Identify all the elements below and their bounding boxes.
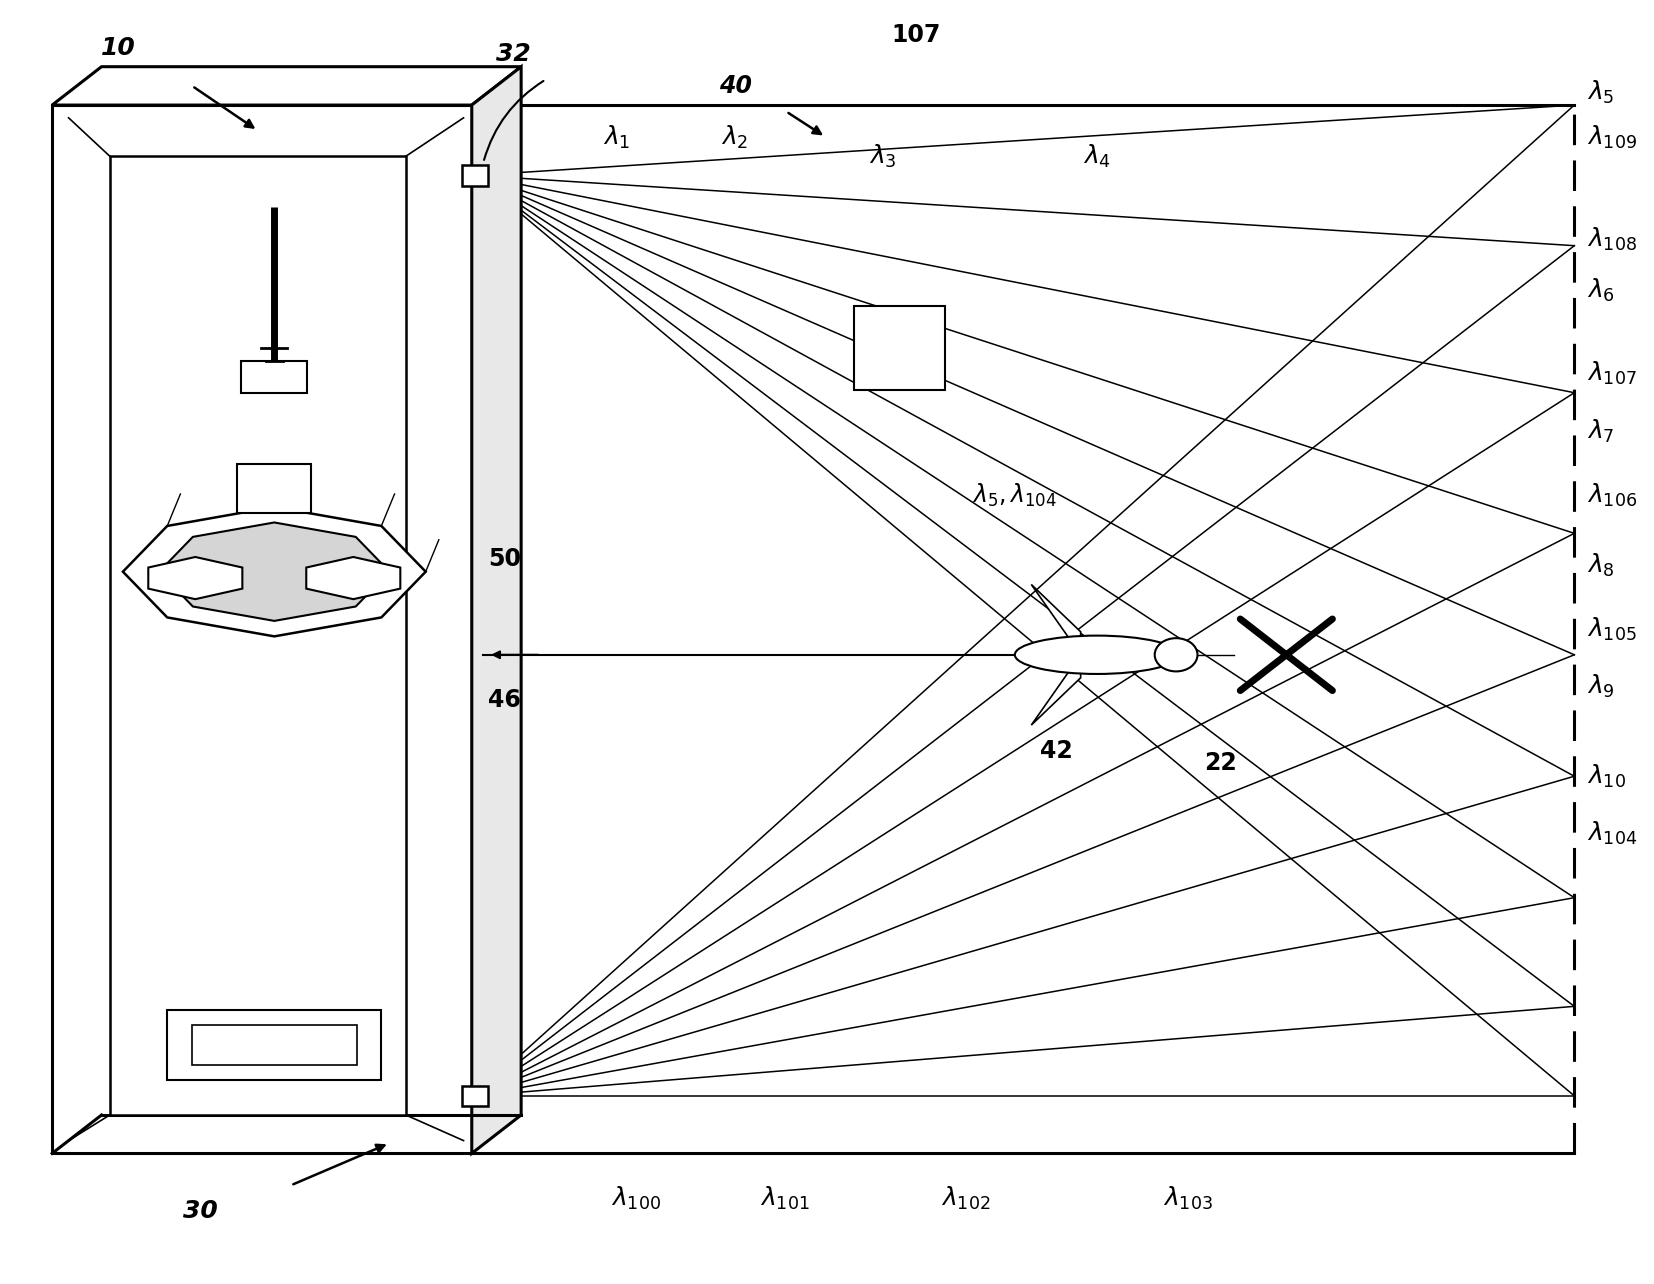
Text: $\lambda_{100}$: $\lambda_{100}$	[612, 1185, 662, 1212]
Text: $\lambda_{107}$: $\lambda_{107}$	[1588, 360, 1637, 388]
Text: $\lambda_1$: $\lambda_1$	[604, 123, 630, 150]
Text: 42: 42	[1040, 738, 1072, 763]
Text: $\lambda_{108}$: $\lambda_{108}$	[1588, 226, 1637, 253]
Text: $\lambda_5$: $\lambda_5$	[1588, 78, 1614, 105]
Bar	[461, 166, 488, 186]
Text: $\lambda_{102}$: $\lambda_{102}$	[941, 1185, 991, 1212]
Text: $\lambda_{101}$: $\lambda_{101}$	[759, 1185, 809, 1212]
Bar	[237, 465, 311, 512]
Bar	[192, 1025, 357, 1064]
Polygon shape	[306, 557, 400, 600]
Bar	[241, 361, 308, 393]
Bar	[109, 157, 405, 1115]
Text: $\lambda_8$: $\lambda_8$	[1588, 552, 1616, 579]
Bar	[53, 105, 471, 1153]
Polygon shape	[1032, 584, 1080, 655]
Text: 50: 50	[488, 547, 521, 571]
Text: $\lambda_5, \lambda_{104}$: $\lambda_5, \lambda_{104}$	[973, 482, 1057, 508]
Text: $\lambda_{109}$: $\lambda_{109}$	[1588, 123, 1637, 150]
Text: $\lambda_2$: $\lambda_2$	[721, 123, 749, 150]
Text: $\lambda_{10}$: $\lambda_{10}$	[1588, 763, 1626, 790]
Polygon shape	[471, 67, 521, 1153]
Bar	[855, 307, 944, 389]
Text: $\lambda_4$: $\lambda_4$	[1083, 143, 1111, 169]
Text: 22: 22	[1204, 751, 1237, 776]
Text: $\lambda_{103}$: $\lambda_{103}$	[1163, 1185, 1212, 1212]
Text: $\lambda_{105}$: $\lambda_{105}$	[1588, 615, 1637, 643]
Circle shape	[1154, 638, 1197, 672]
Text: $\lambda_{106}$: $\lambda_{106}$	[1588, 482, 1637, 508]
Bar	[461, 1085, 488, 1106]
Polygon shape	[122, 507, 425, 637]
Text: $\lambda_{104}$: $\lambda_{104}$	[1588, 820, 1637, 847]
Polygon shape	[1032, 655, 1080, 725]
Text: 30: 30	[184, 1199, 218, 1222]
Text: $\lambda_6$: $\lambda_6$	[1588, 277, 1616, 304]
Text: 10: 10	[101, 36, 136, 59]
Polygon shape	[149, 557, 243, 600]
Bar	[167, 1009, 382, 1080]
Text: 32: 32	[496, 42, 531, 65]
Polygon shape	[159, 523, 389, 621]
Text: $\lambda_9$: $\lambda_9$	[1588, 673, 1616, 700]
Ellipse shape	[1016, 636, 1179, 674]
Text: $\lambda_7$: $\lambda_7$	[1588, 417, 1614, 444]
Polygon shape	[53, 67, 521, 105]
Text: 46: 46	[488, 687, 521, 711]
Text: 40: 40	[718, 74, 751, 98]
Text: $\lambda_3$: $\lambda_3$	[870, 143, 896, 169]
Text: 107: 107	[892, 23, 941, 46]
